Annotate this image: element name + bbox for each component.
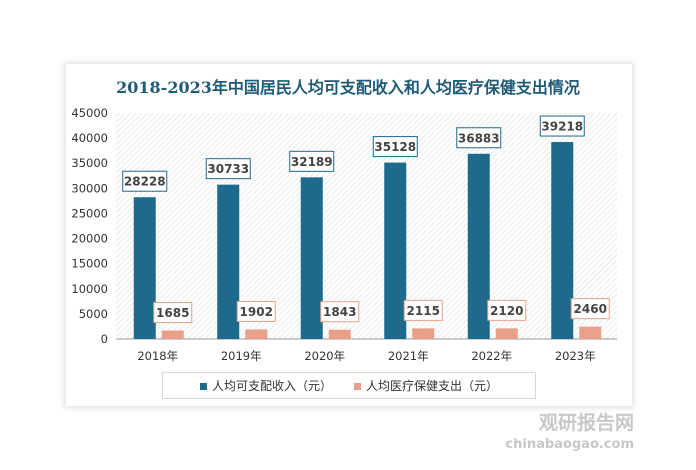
bar: [300, 177, 323, 339]
data-label: 30733: [207, 162, 249, 176]
data-label: 1843: [323, 305, 356, 319]
data-label-box: [570, 298, 610, 320]
x-tick-label: 2020年: [304, 349, 345, 363]
data-label-box: [372, 136, 418, 158]
y-tick-label: 30000: [71, 181, 108, 195]
y-tick-label: 20000: [71, 232, 108, 246]
bar: [161, 330, 184, 339]
data-label-box: [456, 127, 502, 149]
data-label-box: [487, 299, 527, 321]
data-label-box: [205, 158, 251, 180]
bar: [495, 328, 518, 339]
data-label: 2460: [574, 302, 607, 316]
legend-swatch: [354, 383, 361, 390]
data-label-box: [122, 170, 168, 192]
data-label-box: [153, 302, 193, 324]
y-tick-label: 10000: [71, 282, 108, 296]
legend-item-income: 人均可支配收入（元）: [199, 377, 332, 394]
y-tick-label: 40000: [71, 131, 108, 145]
bar: [245, 329, 268, 339]
bar: [579, 326, 602, 339]
data-label-box: [289, 150, 335, 172]
data-label-box: [539, 115, 585, 137]
data-label: 35128: [374, 140, 416, 154]
x-tick-label: 2022年: [471, 349, 512, 363]
y-tick-label: 0: [101, 332, 108, 346]
watermark-logo: 观研报告网: [538, 412, 634, 434]
y-tick-label: 35000: [71, 156, 108, 170]
legend-label: 人均医疗保健支出（元）: [366, 379, 499, 393]
bar: [133, 197, 156, 339]
data-label: 39218: [541, 120, 583, 134]
bar: [328, 329, 351, 339]
data-label: 2115: [407, 304, 440, 318]
data-label: 1685: [156, 306, 189, 320]
data-label: 32189: [291, 155, 333, 169]
legend-item-medical: 人均医疗保健支出（元）: [354, 377, 498, 394]
y-tick-label: 25000: [71, 206, 108, 220]
y-tick-label: 45000: [71, 106, 108, 120]
x-tick-label: 2018年: [137, 349, 178, 363]
data-label-box: [403, 299, 443, 321]
chart-title: 2018-2023年中国居民人均可支配收入和人均医疗保健支出情况: [116, 78, 580, 97]
data-label-box: [236, 300, 276, 322]
watermark-url: chinabaogao.com: [505, 437, 634, 452]
x-tick-label: 2019年: [221, 349, 262, 363]
bar: [412, 328, 435, 339]
bar: [384, 162, 407, 339]
x-tick-label: 2021年: [388, 349, 429, 363]
data-label: 2120: [490, 304, 523, 318]
bar: [467, 153, 490, 339]
y-tick-label: 15000: [71, 257, 108, 271]
data-label: 1902: [240, 305, 273, 319]
data-label-box: [320, 301, 360, 323]
legend-label: 人均可支配收入（元）: [211, 379, 332, 393]
bar: [551, 142, 574, 339]
x-tick-label: 2023年: [555, 349, 596, 363]
plot-area: [116, 113, 617, 339]
data-label: 36883: [458, 131, 500, 145]
y-tick-label: 5000: [79, 307, 108, 321]
bar: [217, 184, 240, 339]
legend-swatch: [199, 383, 207, 390]
legend: 人均可支配收入（元） 人均医疗保健支出（元）: [162, 372, 536, 399]
data-label: 28228: [124, 175, 166, 189]
